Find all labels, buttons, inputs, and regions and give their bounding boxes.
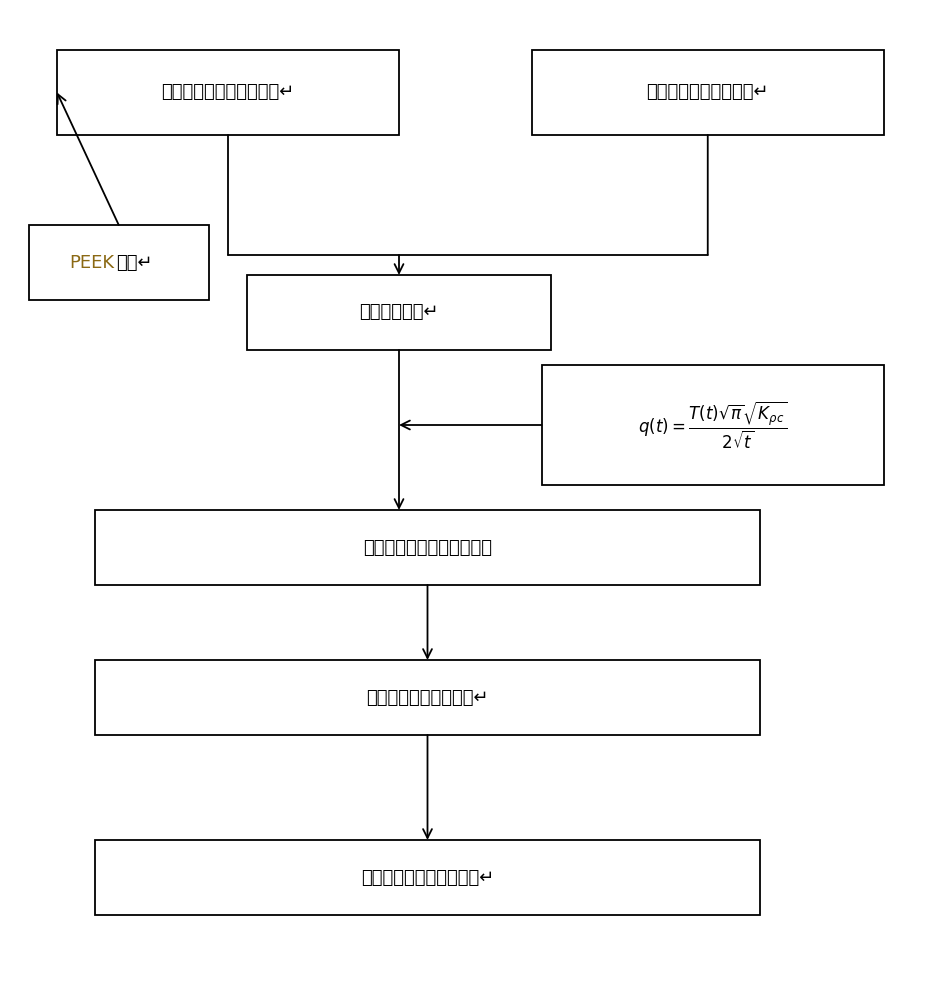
Text: PEEK: PEEK <box>68 254 114 272</box>
Bar <box>95 660 760 735</box>
Bar <box>28 225 209 300</box>
Bar <box>95 510 760 585</box>
Text: 红外热图试验↵: 红外热图试验↵ <box>359 304 439 322</box>
Bar <box>95 840 760 915</box>
Text: 判断飞行器表面的流态↵: 判断飞行器表面的流态↵ <box>366 688 489 706</box>
Text: 搭建红外热图测量系统↵: 搭建红外热图测量系统↵ <box>646 84 770 102</box>
Bar <box>247 275 551 350</box>
Text: 加工等比例、同尺寸模型↵: 加工等比例、同尺寸模型↵ <box>162 84 294 102</box>
Bar <box>542 365 884 485</box>
Bar <box>532 50 884 135</box>
Bar <box>57 50 399 135</box>
Text: 高频响传感器的优化布置↵: 高频响传感器的优化布置↵ <box>361 868 494 886</box>
Text: 计算出飞行器表面的热流分: 计算出飞行器表面的热流分 <box>363 538 492 556</box>
Text: $q(t)=\dfrac{T(t)\sqrt{\pi}\sqrt{K_{\rho c}}}{2\sqrt{t}}$: $q(t)=\dfrac{T(t)\sqrt{\pi}\sqrt{K_{\rho… <box>638 399 787 451</box>
Text: 材料↵: 材料↵ <box>116 254 153 272</box>
